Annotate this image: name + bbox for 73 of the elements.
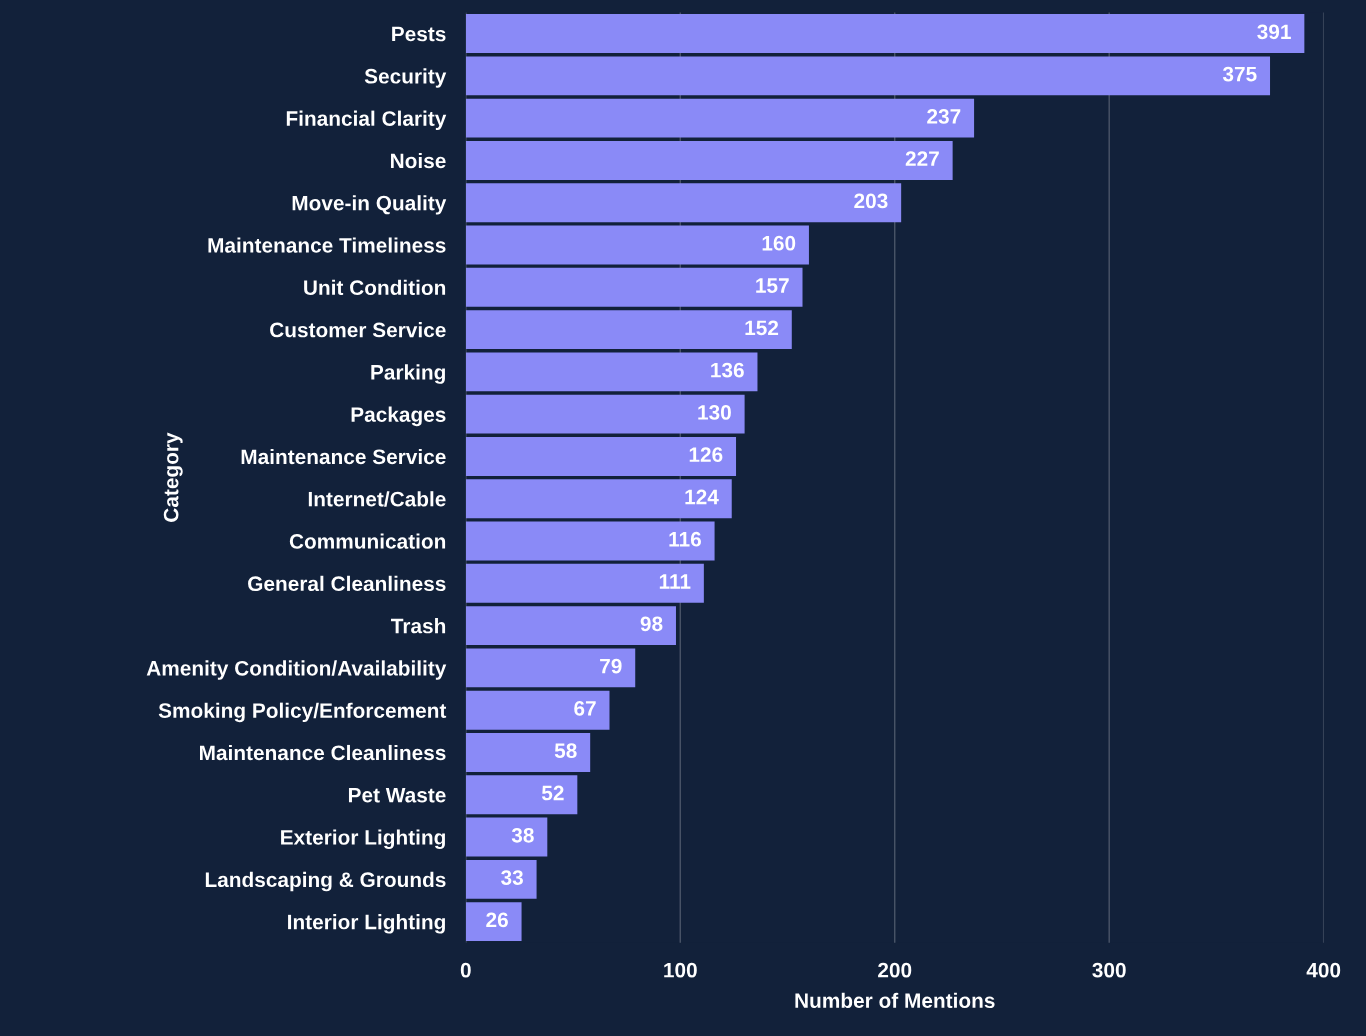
bar [465,310,792,350]
y-tick-label: Exterior Lighting [281,829,445,849]
bar [465,648,636,688]
bar [465,437,737,476]
data-label: 52 [541,785,564,801]
bar [465,690,610,730]
data-label: 136 [711,362,744,378]
data-label: 38 [511,827,534,843]
data-label: 203 [854,193,888,209]
y-axis-title: Category [163,432,183,522]
bar [465,902,522,942]
y-tick-label: Move-in Quality [292,195,447,215]
y-tick-label: Amenity Condition/Availability [146,660,447,680]
data-label: 33 [501,870,523,885]
data-label: 124 [685,489,719,505]
y-tick-label: General Cleanliness [248,575,446,592]
data-label: 152 [745,320,779,336]
bar [465,98,975,138]
y-tick-label: Customer Service [270,322,446,338]
bar [465,394,745,434]
y-tick-label: Pests [392,26,446,42]
bar [465,140,953,180]
y-tick-label: Noise [391,152,446,169]
y-tick-label: Unit Condition [304,279,446,296]
bar [465,352,758,392]
y-tick-label: Maintenance Timeliness [208,237,446,253]
bar [465,267,803,307]
data-label: 58 [554,743,577,759]
bar [465,606,676,646]
bar [465,14,1305,54]
y-tick-label: Pet Waste [348,787,446,803]
x-tick-label: 400 [1306,962,1341,978]
data-label: 237 [927,108,961,124]
x-tick-label: 100 [664,962,697,978]
data-label: 160 [762,235,796,251]
data-label: 126 [689,447,723,463]
data-label: 391 [1257,24,1291,40]
y-tick-label: Maintenance Service [241,448,446,465]
x-tick-label: 0 [460,962,471,978]
y-tick-label: Security [364,68,447,88]
bar [465,521,715,561]
y-tick-label: Packages [351,406,446,427]
y-tick-label: Trash [391,618,446,634]
bar [465,225,809,265]
x-tick-label: 300 [1092,962,1126,978]
y-tick-label: Interior Lighting [288,914,445,934]
bar [465,817,548,857]
y-tick-label: Landscaping & Grounds [205,871,446,892]
x-axis-title: Number of Mentions [795,992,995,1009]
bar [465,183,902,223]
bar [465,56,1271,96]
y-tick-label: Internet/Cable [308,491,446,507]
data-label: 227 [905,151,939,166]
data-label: 111 [659,574,691,589]
bar [465,859,537,899]
data-label: 79 [600,658,622,674]
y-tick-label: Smoking Policy/Enforcement [158,702,447,723]
y-tick-label: Communication [289,533,446,549]
bar [465,479,732,519]
bar [465,733,591,772]
data-label: 67 [574,701,596,716]
data-label: 157 [756,278,789,293]
x-tick-label: 200 [878,962,912,978]
bar [465,563,704,603]
bar [465,775,578,815]
y-tick-label: Financial Clarity [286,110,447,131]
data-label: 26 [486,912,508,928]
y-tick-label: Maintenance Cleanliness [200,744,446,761]
data-label: 375 [1222,66,1257,82]
data-label: 130 [698,405,731,420]
data-label: 116 [669,531,701,547]
data-label: 98 [640,616,663,632]
y-tick-label: Parking [371,364,445,384]
